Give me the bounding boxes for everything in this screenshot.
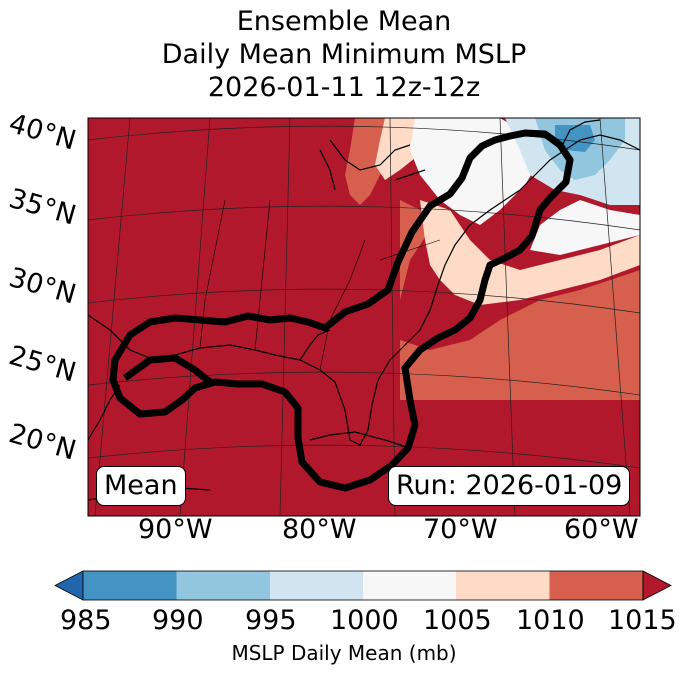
colorbar-tick-985: 985 — [60, 605, 112, 636]
title-line-3: 2026-01-11 12z-12z — [207, 72, 481, 103]
lon-label-70w: 70°W — [423, 514, 498, 545]
colorbar-extend-low — [54, 570, 84, 601]
pressure-band-1010-1015 — [345, 118, 640, 400]
mean-badge: Mean — [96, 466, 186, 506]
title-line-2: Daily Mean Minimum MSLP — [161, 39, 527, 70]
colorbar-segment-1000-1005 — [363, 571, 456, 600]
graticule-latitude — [88, 125, 640, 469]
colorbar-segment-995-1000 — [270, 571, 363, 600]
pressure-band-1005-1010 — [375, 118, 640, 305]
lon-label-80w: 80°W — [282, 514, 357, 545]
colorbar-tick-1005: 1005 — [423, 605, 492, 636]
colorbar-segment-990-995 — [176, 571, 270, 600]
colorbar-label: MSLP Daily Mean (mb) — [231, 641, 457, 665]
colorbar-segment-985-990 — [83, 571, 177, 600]
colorbar-tick-990: 990 — [152, 605, 204, 636]
colorbar-extend-high — [642, 570, 672, 601]
map-frame — [87, 117, 641, 517]
title-line-1: Ensemble Mean — [236, 6, 452, 37]
pressure-band-985-990 — [555, 125, 595, 152]
colorbar-segment-1005-1010 — [456, 571, 550, 600]
pressure-band-1000-1005 — [410, 118, 640, 255]
colorbar-tick-1015: 1015 — [608, 605, 677, 636]
colorbar-segment-1010-1015 — [549, 571, 643, 600]
lon-label-90w: 90°W — [138, 514, 213, 545]
colorbar-frame — [82, 570, 644, 601]
colorbar-tick-1010: 1010 — [516, 605, 585, 636]
colorbar-tick-1000: 1000 — [330, 605, 399, 636]
lon-label-60w: 60°W — [564, 514, 639, 545]
colorbar — [54, 570, 672, 601]
state-borders — [199, 199, 441, 371]
map-area — [88, 118, 640, 516]
ensemble-outline — [109, 129, 574, 492]
run-badge: Run: 2026-01-09 — [388, 466, 631, 506]
ensemble-outline-inner — [122, 354, 213, 385]
coastlines — [88, 119, 640, 501]
colorbar-tick-995: 995 — [245, 605, 297, 636]
